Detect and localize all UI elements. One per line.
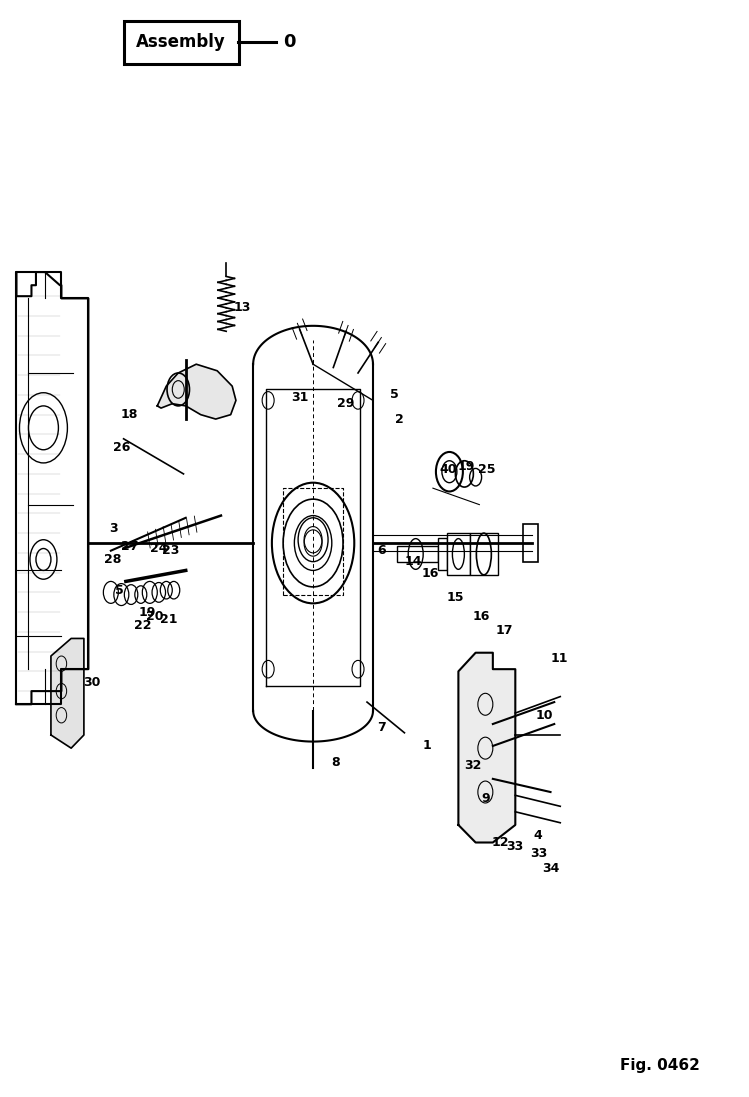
Text: 0: 0 [283, 33, 296, 50]
FancyBboxPatch shape [470, 533, 498, 575]
FancyBboxPatch shape [124, 21, 239, 64]
Text: 5: 5 [390, 388, 399, 402]
Text: 5: 5 [115, 584, 124, 597]
Text: 21: 21 [160, 613, 178, 626]
Text: 7: 7 [377, 721, 386, 734]
Text: 20: 20 [146, 610, 164, 623]
Text: 27: 27 [121, 540, 139, 553]
Text: 32: 32 [464, 759, 482, 772]
Text: 8: 8 [331, 756, 340, 769]
Polygon shape [458, 653, 515, 842]
Text: 33: 33 [506, 840, 524, 853]
Text: 28: 28 [103, 553, 121, 566]
Text: 34: 34 [542, 862, 560, 875]
Polygon shape [51, 638, 84, 748]
Text: 23: 23 [162, 544, 180, 557]
Text: 24: 24 [150, 542, 168, 555]
FancyBboxPatch shape [447, 533, 470, 575]
Text: 22: 22 [133, 619, 151, 632]
Text: 26: 26 [113, 441, 131, 454]
Text: 40: 40 [439, 463, 457, 476]
Text: 25: 25 [478, 463, 496, 476]
Text: 18: 18 [120, 408, 138, 421]
Text: 30: 30 [82, 676, 100, 689]
FancyBboxPatch shape [397, 546, 438, 562]
Polygon shape [157, 364, 236, 419]
Text: 2: 2 [395, 412, 404, 426]
Text: 29: 29 [337, 397, 355, 410]
Text: 10: 10 [536, 709, 554, 722]
Text: 19: 19 [138, 606, 156, 619]
Text: 3: 3 [109, 522, 118, 535]
Text: 17: 17 [495, 624, 513, 637]
Text: 1: 1 [422, 739, 431, 753]
Text: Fig. 0462: Fig. 0462 [620, 1058, 700, 1073]
Text: 19: 19 [457, 460, 475, 473]
Text: 16: 16 [473, 610, 491, 623]
Text: 33: 33 [530, 847, 548, 860]
Text: 9: 9 [481, 792, 490, 805]
Text: 16: 16 [422, 567, 440, 580]
Text: 11: 11 [551, 652, 568, 665]
Text: 15: 15 [446, 591, 464, 604]
Text: Assembly: Assembly [136, 33, 226, 50]
Text: 6: 6 [377, 544, 386, 557]
Text: 13: 13 [233, 301, 251, 314]
Text: 31: 31 [291, 391, 309, 404]
Text: 12: 12 [491, 836, 509, 849]
FancyBboxPatch shape [438, 538, 447, 570]
Text: 14: 14 [404, 555, 422, 568]
Text: 4: 4 [533, 829, 542, 842]
FancyBboxPatch shape [523, 524, 538, 562]
